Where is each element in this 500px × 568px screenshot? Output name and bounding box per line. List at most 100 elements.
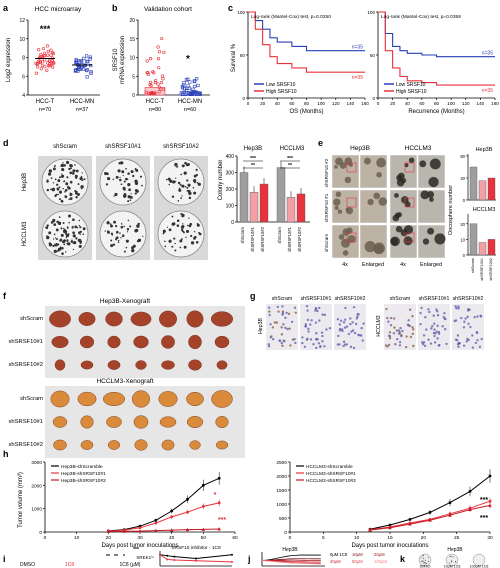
x-tick-label: 5 (322, 535, 325, 541)
colony (54, 237, 57, 239)
x-tick-label: 120 (332, 101, 340, 106)
nucleus (388, 337, 392, 340)
colony (107, 176, 111, 181)
colony (449, 555, 451, 557)
x-tick-label: 0 (377, 101, 380, 106)
km-curve-low (378, 11, 495, 58)
panel-letter: e (318, 138, 323, 148)
colony (180, 225, 185, 229)
micrograph (359, 189, 388, 224)
nucleus (475, 331, 479, 335)
b-group-1 (179, 77, 202, 96)
colony (74, 225, 78, 229)
x-tick-label: 20 (106, 535, 112, 541)
colony (66, 239, 69, 242)
colony (181, 195, 183, 197)
significance-stars: * (123, 554, 125, 560)
data-point (85, 68, 89, 72)
y-tick-label: 1500 (276, 488, 287, 494)
legend-label: HCCLM3-shSRSF10#2 (306, 478, 356, 484)
bar (478, 242, 487, 256)
tumor (133, 415, 149, 429)
row-label: shScram (20, 316, 43, 322)
colony (52, 244, 55, 247)
significance-stars: * (186, 54, 190, 65)
x-tick-label: 60 (289, 101, 295, 106)
colony (65, 237, 67, 239)
colony (124, 177, 128, 181)
nucleus (356, 313, 359, 316)
nucleus (393, 326, 396, 329)
column-label: shScram (53, 144, 77, 150)
data-point (88, 55, 93, 59)
data-point (82, 56, 86, 61)
growth-line (108, 477, 220, 532)
x-tick-label: 30 (137, 535, 143, 541)
nucleus (345, 325, 349, 328)
significance-stars: ** (114, 554, 118, 560)
ihc-image (384, 304, 416, 350)
nucleus (341, 328, 344, 331)
colony (46, 189, 49, 192)
data-point (36, 65, 40, 69)
column-label: DMSO (420, 565, 431, 568)
colony (56, 229, 58, 232)
sphere (376, 157, 387, 168)
colony (181, 238, 183, 241)
colony (107, 230, 110, 234)
colony (60, 165, 62, 167)
nucleus (306, 337, 309, 341)
nucleus (309, 323, 312, 326)
y-axis-label: Tumor volume (mm³) (18, 472, 24, 528)
legend-label: DMSO (20, 562, 35, 568)
nucleus (412, 328, 415, 331)
colony (70, 240, 73, 243)
colony (46, 179, 49, 182)
nucleus (318, 306, 321, 310)
nucleus (304, 325, 308, 328)
colony (119, 176, 121, 179)
nucleus (325, 328, 328, 331)
sphere (429, 158, 441, 170)
data-point (166, 554, 169, 557)
data-point (148, 57, 153, 61)
data-point (190, 92, 195, 96)
nucleus (267, 306, 271, 309)
nucleus (281, 344, 284, 348)
bar (259, 183, 269, 223)
data-point (388, 526, 392, 530)
colony (452, 556, 454, 558)
nucleus (268, 313, 271, 317)
colony (139, 175, 143, 178)
colony (173, 237, 176, 240)
data-point (86, 60, 90, 64)
data-point (146, 91, 151, 95)
nucleus (280, 333, 284, 336)
nucleus (336, 318, 340, 321)
nucleus (480, 337, 483, 341)
km-curve-high (248, 11, 365, 73)
colony (75, 237, 78, 240)
tumor (189, 440, 201, 450)
colony (132, 244, 136, 248)
colony (65, 233, 70, 238)
colony (53, 223, 57, 227)
data-point (52, 61, 56, 65)
colony (64, 195, 68, 199)
colony (180, 197, 182, 199)
nucleus (433, 334, 436, 338)
tumor (135, 360, 147, 370)
tumor (80, 360, 94, 370)
data-point (157, 85, 161, 89)
data-point (166, 558, 169, 561)
colony (66, 226, 69, 228)
tumor (107, 335, 121, 349)
nucleus (303, 345, 307, 348)
significance-stars: *** (40, 24, 51, 34)
nucleus (399, 326, 402, 330)
colony (68, 187, 71, 190)
colony (122, 194, 127, 198)
panel-title: Validation cohort (144, 6, 192, 13)
nucleus (437, 330, 441, 334)
nucleus (301, 336, 304, 339)
